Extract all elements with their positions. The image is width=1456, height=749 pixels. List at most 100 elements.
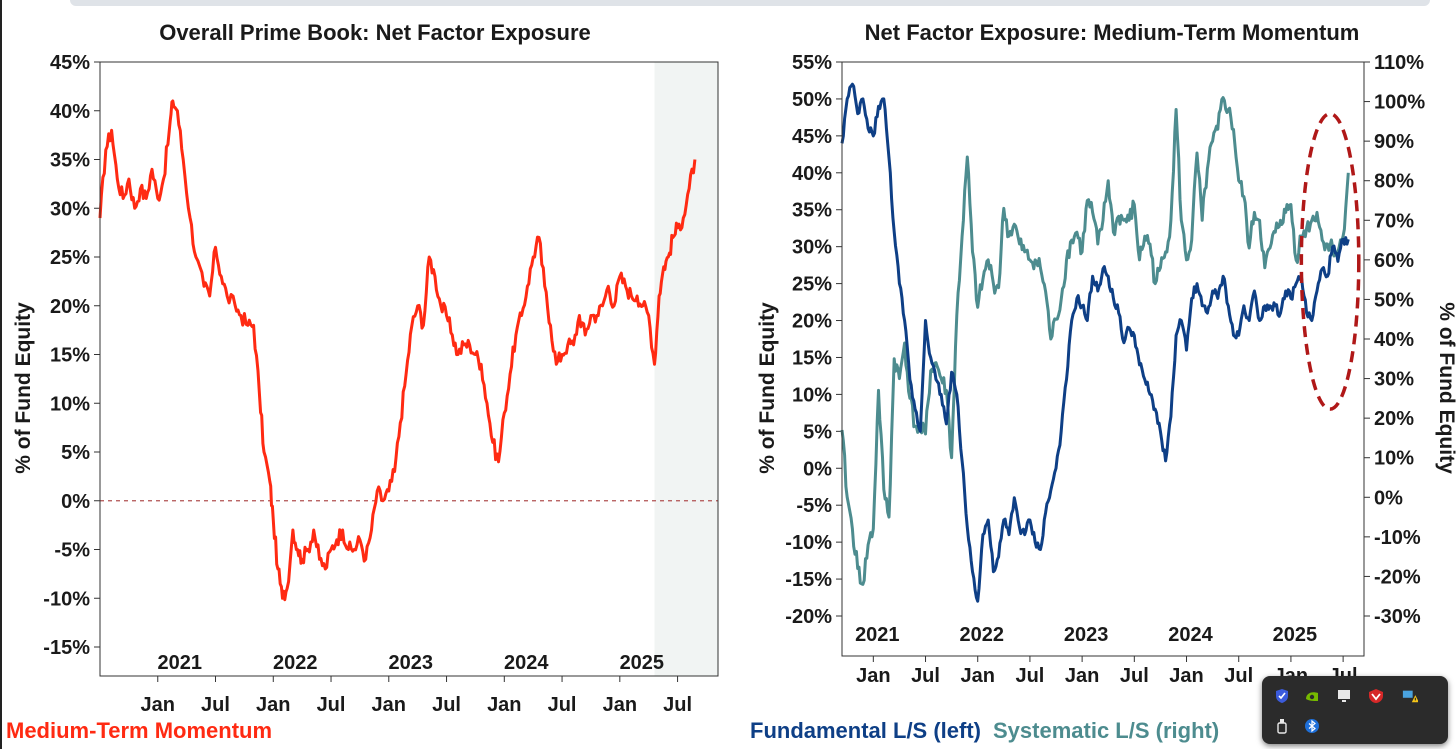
right-year-label: 2024 <box>1168 624 1213 646</box>
right-chart-right-y-tick-label: -20% <box>1374 566 1421 588</box>
right-chart-right-y-tick-label: -30% <box>1374 606 1421 628</box>
right-x-month-label: Jan <box>856 665 890 687</box>
left-year-label: 2023 <box>389 652 434 674</box>
fundamental-series-line <box>840 82 1350 603</box>
right-x-month-label: Jan <box>1169 665 1203 687</box>
left-x-month-label: Jul <box>548 694 577 716</box>
right-chart-left-y-tick-label: 5% <box>803 421 832 443</box>
right-chart-right-y-tick-label: 80% <box>1374 171 1414 193</box>
right-chart-right-y-tick-label: 90% <box>1374 131 1414 153</box>
left-y-tick-label: 10% <box>50 393 90 415</box>
right-chart-left-y-tick-label: 25% <box>792 274 832 296</box>
left-y-tick-label: 25% <box>50 247 90 269</box>
right-x-month-label: Jul <box>911 665 940 687</box>
left-y-tick-label: 40% <box>50 101 90 123</box>
right-chart-left-y-tick-label: 50% <box>792 89 832 111</box>
left-y-tick-label: 30% <box>50 198 90 220</box>
right-chart-left-y-tick-label: 40% <box>792 163 832 185</box>
right-chart-right-y-tick-label: 30% <box>1374 369 1414 391</box>
right-chart-right-y-tick-label: 0% <box>1374 487 1403 509</box>
right-chart-left-y-tick-label: 20% <box>792 311 832 333</box>
right-chart-right-y-tick-label: 50% <box>1374 289 1414 311</box>
left-year-label: 2021 <box>158 652 203 674</box>
left-y-tick-label: -15% <box>43 637 90 659</box>
right-chart-left-y-tick-label: -5% <box>796 495 832 517</box>
right-year-label: 2025 <box>1273 624 1318 646</box>
left-chart-shaded-region <box>654 62 718 676</box>
momentum-series-line <box>98 99 697 602</box>
right-chart-left-y-tick-label: 55% <box>792 52 832 74</box>
right-chart-right-y-tick-label: 100% <box>1374 92 1425 114</box>
monitor-icon[interactable] <box>1336 688 1352 704</box>
left-x-month-label: Jul <box>201 694 230 716</box>
right-chart-title: Net Factor Exposure: Medium-Term Momentu… <box>865 20 1360 45</box>
antivirus-icon[interactable] <box>1368 688 1384 704</box>
right-chart-right-y-tick-label: -10% <box>1374 527 1421 549</box>
right-chart-left-y-tick-label: 30% <box>792 237 832 259</box>
right-chart-right-y-tick-label: 10% <box>1374 448 1414 470</box>
right-chart-right-y-axis-label: % of Fund Equity <box>1435 302 1456 474</box>
right-chart-left-y-tick-label: 15% <box>792 347 832 369</box>
left-y-tick-label: 35% <box>50 150 90 172</box>
left-chart-y-axis-label: % of Fund Equity <box>12 302 35 474</box>
left-x-month-label: Jul <box>663 694 692 716</box>
left-year-label: 2025 <box>620 652 665 674</box>
right-chart-right-y-tick-label: 40% <box>1374 329 1414 351</box>
left-y-tick-label: 45% <box>50 52 90 74</box>
highlight-dashed-ellipse <box>1299 111 1361 411</box>
right-chart-right-y-tick-label: 20% <box>1374 408 1414 430</box>
right-x-month-label: Jan <box>1065 665 1099 687</box>
nvidia-icon[interactable] <box>1304 688 1320 704</box>
right-x-month-label: Jul <box>1015 665 1044 687</box>
legend-momentum: Medium-Term Momentum <box>6 718 273 743</box>
left-chart: 45% 40% 35% 30% 25% 20% 15% 10% 5% 0% -5% -10% -15% J… <box>12 20 719 716</box>
left-y-tick-label: -10% <box>43 588 90 610</box>
right-chart-left-y-tick-label: 0% <box>803 458 832 480</box>
browser-top-strip <box>70 0 1430 6</box>
right-chart-right-y-tick-label: 60% <box>1374 250 1414 272</box>
left-x-month-label: Jan <box>487 694 521 716</box>
right-chart-left-y-tick-label: -10% <box>785 532 832 554</box>
right-chart-right-y-tick-label: 70% <box>1374 210 1414 232</box>
left-y-tick-label: 20% <box>50 296 90 318</box>
network-warning-icon[interactable] <box>1402 688 1418 704</box>
left-year-label: 2024 <box>504 652 549 674</box>
right-year-label: 2021 <box>855 624 900 646</box>
bluetooth-icon[interactable] <box>1304 718 1320 734</box>
left-x-month-label: Jan <box>256 694 290 716</box>
window-left-border <box>0 0 2 749</box>
right-x-month-label: Jul <box>1120 665 1149 687</box>
shield-icon[interactable] <box>1274 688 1290 704</box>
left-x-month-label: Jul <box>432 694 461 716</box>
right-chart-left-y-tick-label: 35% <box>792 200 832 222</box>
right-chart-plot-frame <box>841 61 1365 657</box>
legend-fundamental: Fundamental L/S (left) <box>750 718 981 743</box>
usb-icon[interactable] <box>1274 718 1290 734</box>
system-tray-popup <box>1262 676 1448 744</box>
right-chart-left-y-tick-label: -15% <box>785 569 832 591</box>
left-y-tick-label: 0% <box>61 491 90 513</box>
left-y-tick-label: 5% <box>61 442 90 464</box>
right-chart-left-y-axis-label: % of Fund Equity <box>756 302 779 474</box>
legend-systematic: Systematic L/S (right) <box>993 718 1220 743</box>
left-chart-title: Overall Prime Book: Net Factor Exposure <box>159 20 591 45</box>
right-year-label: 2023 <box>1064 624 1109 646</box>
left-x-month-label: Jul <box>317 694 346 716</box>
right-chart-left-y-tick-label: -20% <box>785 606 832 628</box>
systematic-series-line <box>840 96 1350 586</box>
left-y-tick-label: -5% <box>54 540 90 562</box>
left-chart-plot-frame <box>99 61 719 677</box>
right-x-month-label: Jan <box>960 665 994 687</box>
left-year-label: 2022 <box>273 652 318 674</box>
left-x-month-label: Jan <box>372 694 406 716</box>
right-chart-left-y-tick-label: 10% <box>792 384 832 406</box>
right-x-month-label: Jul <box>1224 665 1253 687</box>
left-x-month-label: Jan <box>603 694 637 716</box>
right-year-label: 2022 <box>959 624 1004 646</box>
right-chart-right-y-tick-label: 110% <box>1374 52 1424 74</box>
right-chart-left-y-tick-label: 45% <box>792 126 832 148</box>
left-x-month-label: Jan <box>141 694 175 716</box>
right-chart: 55% 50% 45% 40% 35% 30% 25% 20% 15% 10% 5% 0% -5% -10… <box>756 20 1456 687</box>
left-y-tick-label: 15% <box>50 345 90 367</box>
